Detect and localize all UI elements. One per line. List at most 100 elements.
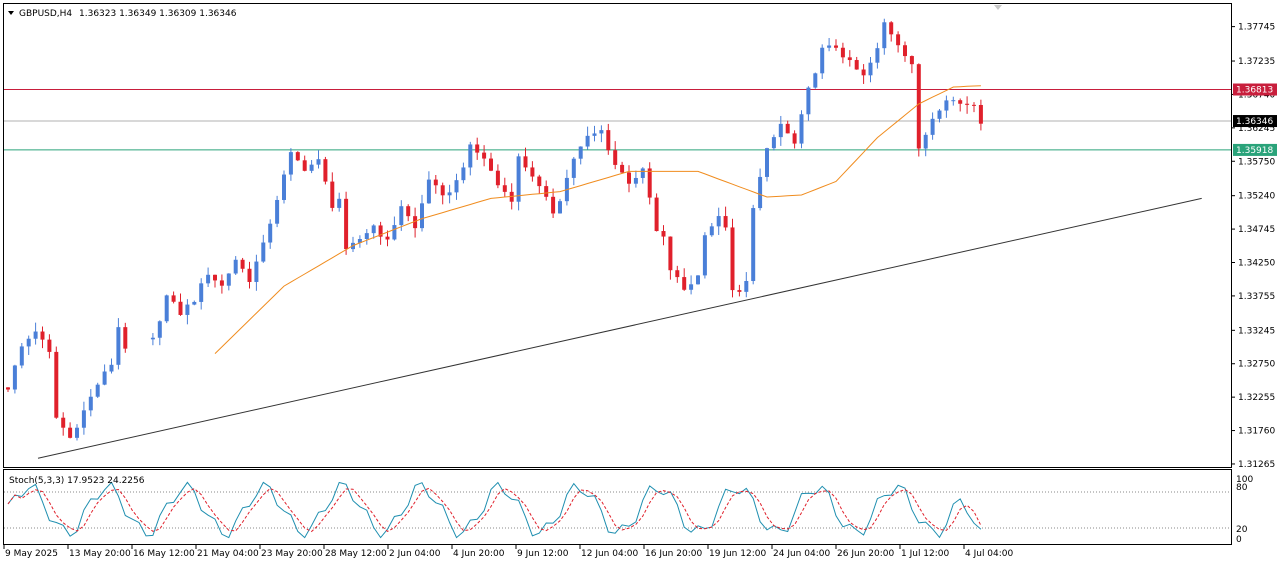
stoch-panel-frame	[3, 469, 1232, 545]
x-tick-label: 13 May 20:00	[69, 549, 131, 559]
stoch-label: Stoch(5,3,3) 17.9523 24.2256	[9, 476, 145, 486]
candle-body	[19, 346, 24, 366]
candle-body	[40, 331, 45, 340]
candle-body	[254, 261, 259, 282]
x-tick-label: 12 Jun 04:00	[581, 549, 638, 559]
candle-body	[47, 339, 52, 352]
candle-body	[896, 34, 901, 46]
y-tick-label: 1.37745	[1238, 23, 1275, 33]
candle-body	[502, 185, 507, 192]
candle-body	[26, 338, 31, 347]
x-tick-label: 24 Jun 04:00	[773, 549, 830, 559]
candle-body	[6, 387, 10, 390]
candle-body	[972, 104, 976, 106]
candle-body	[247, 268, 252, 282]
price-tag-resistance	[1233, 83, 1277, 96]
candle-body	[68, 427, 73, 438]
candle-body	[516, 156, 521, 202]
candle-body	[702, 235, 707, 276]
candle-body	[958, 100, 963, 104]
candle-body	[923, 134, 928, 149]
candle-body	[123, 327, 128, 349]
candle-body	[447, 192, 452, 196]
candle-body	[847, 57, 852, 61]
candle-body	[282, 174, 286, 200]
candle-body	[54, 351, 59, 418]
y-tick-label: 1.33245	[1238, 326, 1275, 336]
candle-body	[199, 283, 204, 302]
symbol-dropdown-icon[interactable]	[8, 11, 14, 15]
candle-body	[413, 216, 418, 229]
candle-body	[930, 118, 935, 135]
candle-body	[316, 159, 321, 165]
symbol-label: GBPUSD,H4	[19, 9, 72, 19]
candle-body	[178, 301, 183, 315]
candle-body	[937, 110, 942, 119]
candle-body	[620, 164, 625, 173]
candle-body	[551, 196, 556, 214]
x-tick-label: 9 May 2025	[5, 549, 58, 559]
y-tick-label: 1.35240	[1238, 192, 1275, 202]
moving-average-line	[214, 85, 981, 354]
x-tick-label: 9 Jun 12:00	[517, 549, 569, 559]
stoch-signal-line	[7, 487, 982, 533]
candle-body	[599, 130, 604, 134]
candle-body	[302, 160, 307, 171]
y-tick-label: 1.31760	[1238, 427, 1275, 437]
candle-body	[771, 137, 776, 149]
price-tag-label-support: 1.35918	[1236, 146, 1273, 156]
main-panel-frame	[3, 3, 1232, 468]
candle-body	[420, 203, 424, 229]
candle-body	[157, 321, 162, 338]
candle-body	[233, 259, 238, 274]
candle-body	[682, 277, 687, 290]
candle-body	[116, 327, 121, 365]
candle-body	[454, 180, 459, 193]
stoch-level-20: 20	[1236, 525, 1248, 535]
candle-body	[192, 301, 197, 305]
candle-body	[275, 199, 280, 224]
stoch-level-80: 80	[1236, 483, 1248, 493]
x-tick-label: 23 May 20:00	[261, 549, 323, 559]
candle-body	[806, 87, 811, 115]
chart-shift-marker-icon[interactable]	[994, 5, 1002, 10]
time-axis: 9 May 2025 13 May 20:00 16 May 12:00 21 May…	[3, 545, 1014, 559]
x-tick-label: 21 May 04:00	[197, 549, 259, 559]
y-tick-label: 1.32255	[1238, 393, 1275, 403]
x-tick-label: 1 Jul 12:00	[901, 549, 950, 559]
candle-body	[61, 417, 66, 428]
candle-body	[737, 290, 742, 292]
candle-body	[378, 225, 383, 237]
candle-body	[613, 150, 618, 165]
candle-body	[903, 45, 907, 57]
candle-body	[758, 176, 763, 209]
candle-body	[261, 242, 266, 262]
trendline	[37, 197, 1202, 459]
candle-body	[965, 103, 970, 105]
candle-body	[406, 206, 411, 217]
candle-body	[364, 233, 369, 239]
candle-body	[33, 331, 38, 339]
y-tick-label: 1.32750	[1238, 360, 1275, 370]
candle-body	[592, 133, 597, 136]
candle-body	[544, 186, 549, 197]
trendline-group	[37, 197, 1202, 459]
candle-body	[751, 208, 756, 281]
candle-body	[889, 22, 894, 35]
candle-body	[944, 100, 949, 111]
candle-body	[150, 337, 155, 340]
candle-body	[799, 114, 804, 144]
candle-body	[206, 274, 211, 284]
candle-body	[385, 236, 390, 240]
x-tick-label: 16 May 12:00	[133, 549, 195, 559]
price-tags: 1.36813 1.36346 1.35918	[1233, 83, 1277, 156]
candle-body	[675, 270, 680, 278]
candle-body	[640, 168, 645, 178]
candle-body	[426, 179, 431, 204]
candle-body	[102, 371, 107, 385]
candle-body	[578, 146, 583, 159]
stoch-level-100: 100	[1236, 475, 1253, 485]
candle-body	[309, 164, 314, 171]
candle-body	[820, 47, 825, 74]
